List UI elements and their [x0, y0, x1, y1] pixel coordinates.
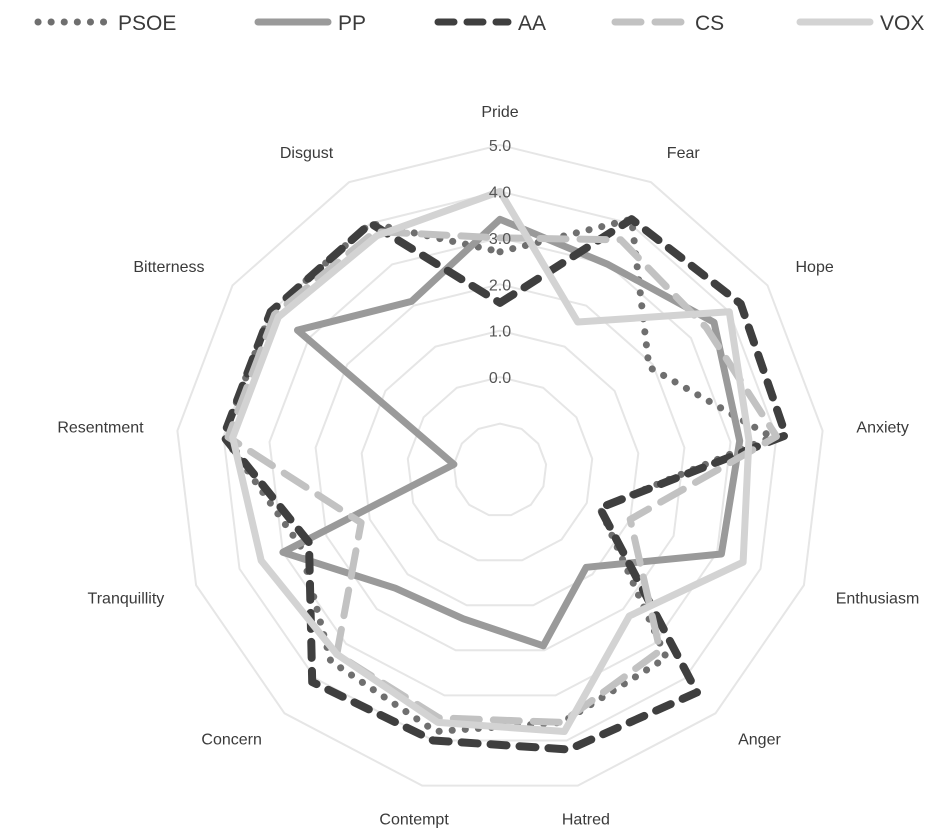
series-cs-line: [224, 228, 780, 726]
category-label-disgust: Disgust: [280, 145, 334, 162]
category-label-hatred: Hatred: [562, 812, 610, 829]
legend-label: PSOE: [118, 12, 176, 35]
grid-ring: [176, 143, 824, 787]
tick-label: 0.0: [489, 370, 511, 387]
tick-label: 2.0: [489, 277, 511, 294]
tick-label: 3.0: [489, 231, 511, 248]
category-label-contempt: Contempt: [379, 812, 449, 829]
series-aa-line: [219, 215, 790, 754]
tick-label: 5.0: [489, 138, 511, 155]
category-label-fear: Fear: [667, 145, 701, 162]
series-vox-line: [229, 187, 753, 735]
radar-grid: [176, 143, 824, 787]
category-label-anxiety: Anxiety: [856, 420, 908, 437]
grid-ring: [452, 422, 548, 517]
category-label-enthusiasm: Enthusiasm: [836, 590, 920, 607]
legend-item-pp: PP: [254, 12, 366, 35]
legend-label: CS: [695, 12, 724, 35]
legend: PSOE PP AA CS VOX: [34, 12, 924, 35]
category-label-bitterness: Bitterness: [133, 259, 204, 276]
category-labels: Pride Fear Hope Anxiety Enthusiasm Anger Hatre…: [57, 104, 919, 829]
legend-item-vox: VOX: [796, 12, 924, 35]
legend-label: VOX: [880, 12, 924, 35]
tick-labels: 0.0 1.0 2.0 3.0 4.0 5.0: [489, 138, 511, 387]
category-label-concern: Concern: [201, 732, 261, 749]
legend-label: PP: [338, 12, 366, 35]
category-label-hope: Hope: [796, 259, 834, 276]
category-label-tranquillity: Tranquillity: [88, 590, 165, 607]
legend-label: AA: [518, 12, 546, 35]
series-pp-line: [279, 215, 744, 650]
legend-item-aa: AA: [434, 12, 546, 35]
tick-label: 1.0: [489, 324, 511, 341]
radar-series: [219, 187, 790, 754]
legend-item-cs: CS: [611, 12, 724, 35]
legend-item-psoe: PSOE: [34, 12, 176, 35]
grid-ring: [268, 236, 732, 697]
category-label-resentment: Resentment: [57, 420, 144, 437]
grid-ring: [406, 376, 594, 562]
category-label-anger: Anger: [738, 732, 781, 749]
category-label-pride: Pride: [481, 104, 518, 121]
tick-label: 4.0: [489, 184, 511, 201]
grid-ring: [314, 283, 686, 652]
